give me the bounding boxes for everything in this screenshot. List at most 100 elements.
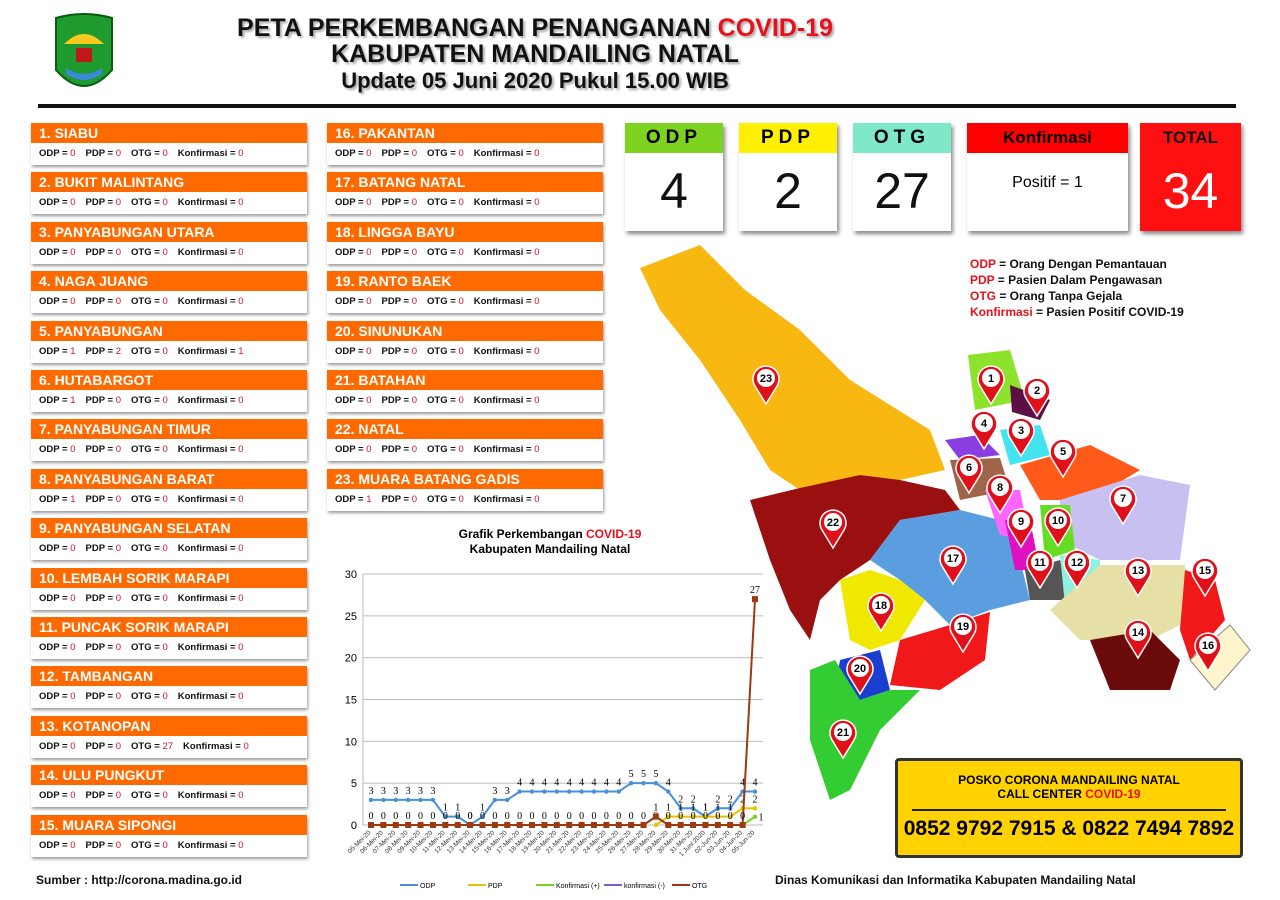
stat-total-value: 34 bbox=[1162, 163, 1219, 219]
y-tick-label: 10 bbox=[345, 736, 357, 748]
data-point bbox=[714, 822, 721, 828]
district-name: 8. PANYABUNGAN BARAT bbox=[31, 468, 307, 489]
data-label: 1 bbox=[455, 803, 460, 814]
data-point bbox=[467, 822, 474, 828]
odp-value: 0 bbox=[366, 395, 372, 406]
konfirmasi-label: Konfirmasi = bbox=[177, 493, 239, 505]
stat-total-label: TOTAL bbox=[1162, 128, 1219, 147]
stat-odp-value: 4 bbox=[660, 163, 688, 219]
map-pin-22[interactable]: 22 bbox=[819, 509, 847, 550]
data-point bbox=[405, 797, 411, 803]
map-pin-4[interactable]: 4 bbox=[970, 410, 998, 451]
legend-text: = Pasien Dalam Pengawasan bbox=[994, 273, 1163, 287]
data-label: 1 bbox=[728, 803, 733, 814]
pin-label: 1 bbox=[988, 373, 994, 385]
district-name: 18. LINGGA BAYU bbox=[327, 221, 603, 242]
konfirmasi-value: 0 bbox=[238, 839, 244, 851]
district-card: 1. SIABU ODP = 0 PDP = 0 OTG = 0 Konfirmasi… bbox=[31, 123, 307, 165]
district-card: 6. HUTABARGOT ODP = 1 PDP = 0 OTG = 0 Konfi… bbox=[31, 370, 307, 412]
map-pin-9[interactable]: 9 bbox=[1007, 508, 1035, 549]
pdp-label: PDP = bbox=[85, 839, 116, 851]
stat-pdp: PDP 2 bbox=[739, 123, 837, 231]
otg-label: OTG = bbox=[427, 148, 459, 159]
pdp-label: PDP = bbox=[85, 246, 116, 258]
district-name: 15. MUARA SIPONGI bbox=[31, 814, 307, 835]
data-point bbox=[690, 822, 697, 828]
pdp-value: 0 bbox=[115, 493, 122, 505]
map-pin-6[interactable]: 6 bbox=[955, 454, 983, 495]
call-center-phones: 0852 9792 7915 & 0822 7494 7892 bbox=[903, 817, 1235, 840]
data-label: 3 bbox=[381, 786, 386, 797]
odp-label: ODP = bbox=[39, 296, 71, 308]
otg-value: 0 bbox=[162, 345, 168, 357]
district-card: 5. PANYABUNGAN ODP = 1 PDP = 2 OTG = 0 Konf… bbox=[31, 320, 307, 363]
map-pin-19[interactable]: 19 bbox=[949, 613, 977, 654]
otg-value: 0 bbox=[458, 197, 464, 209]
data-label: 5 bbox=[653, 769, 658, 780]
map-pin-5[interactable]: 5 bbox=[1049, 438, 1077, 479]
otg-label: OTG = bbox=[131, 592, 163, 604]
map-pin-7[interactable]: 7 bbox=[1109, 485, 1137, 526]
data-point bbox=[380, 822, 387, 828]
pin-label: 9 bbox=[1018, 516, 1024, 528]
map-pin-17[interactable]: 17 bbox=[939, 545, 967, 586]
map-pin-13[interactable]: 13 bbox=[1124, 557, 1152, 598]
otg-value: 0 bbox=[162, 642, 168, 653]
map-pin-20[interactable]: 20 bbox=[846, 655, 874, 696]
map-pin-16[interactable]: 16 bbox=[1194, 632, 1222, 673]
data-point bbox=[491, 822, 498, 828]
map-pin-14[interactable]: 14 bbox=[1124, 619, 1152, 660]
data-label: 2 bbox=[678, 794, 683, 805]
district-card: 21. BATAHAN ODP = 0 PDP = 0 OTG = 0 Konfirm… bbox=[327, 370, 603, 412]
pdp-label: PDP = bbox=[85, 197, 116, 209]
data-point bbox=[529, 789, 535, 794]
pdp-value: 0 bbox=[115, 642, 122, 653]
otg-value: 0 bbox=[458, 296, 464, 308]
district-stats: ODP = 0 PDP = 0 OTG = 0 Konfirmasi = 0 bbox=[31, 291, 307, 313]
district-name: 4. NAGA JUANG bbox=[31, 271, 307, 292]
odp-value: 1 bbox=[70, 493, 76, 505]
konfirmasi-value: 0 bbox=[534, 345, 540, 357]
data-point bbox=[653, 822, 659, 828]
map-pin-11[interactable]: 11 bbox=[1026, 549, 1054, 590]
data-point bbox=[615, 822, 622, 828]
map-pin-10[interactable]: 10 bbox=[1044, 507, 1072, 548]
pin-label: 10 bbox=[1052, 515, 1064, 527]
map-pin-12[interactable]: 12 bbox=[1063, 549, 1091, 590]
map-pin-2[interactable]: 2 bbox=[1023, 377, 1051, 418]
data-point bbox=[702, 822, 709, 828]
map-pin-15[interactable]: 15 bbox=[1191, 557, 1219, 598]
data-point bbox=[417, 822, 424, 828]
map-pin-8[interactable]: 8 bbox=[986, 474, 1014, 515]
pdp-value: 0 bbox=[411, 296, 418, 308]
district-stats: ODP = 1 PDP = 0 OTG = 0 Konfirmasi = 0 bbox=[31, 390, 307, 412]
map-pin-23[interactable]: 23 bbox=[752, 365, 780, 406]
konfirmasi-value: 0 bbox=[534, 296, 540, 308]
map-pin-18[interactable]: 18 bbox=[867, 592, 895, 633]
data-label: 27 bbox=[750, 585, 760, 596]
district-stats: ODP = 1 PDP = 2 OTG = 0 Konfirmasi = 1 bbox=[31, 341, 307, 363]
data-point bbox=[504, 822, 511, 828]
map-pin-21[interactable]: 21 bbox=[829, 719, 857, 760]
legend-otg: OTG = Orang Tanpa Gejala bbox=[970, 288, 1184, 304]
pin-label: 19 bbox=[957, 621, 969, 633]
district-card: 22. NATAL ODP = 0 PDP = 0 OTG = 0 Konfirmas… bbox=[327, 419, 603, 462]
odp-label: ODP = bbox=[39, 395, 71, 406]
pin-label: 21 bbox=[837, 727, 849, 739]
district-name: 9. PANYABUNGAN SELATAN bbox=[31, 518, 307, 539]
konfirmasi-label: Konfirmasi = bbox=[177, 543, 239, 555]
pdp-value: 0 bbox=[411, 148, 418, 159]
otg-label: OTG = bbox=[427, 345, 459, 357]
map-pin-3[interactable]: 3 bbox=[1007, 417, 1035, 458]
district-stats: ODP = 0 PDP = 0 OTG = 0 Konfirmasi = 0 bbox=[327, 390, 603, 412]
chart-title: Grafik Perkembangan COVID-19 Kabupaten M… bbox=[330, 527, 770, 557]
odp-value: 0 bbox=[366, 444, 372, 456]
data-point bbox=[430, 797, 436, 803]
map-pin-1[interactable]: 1 bbox=[977, 365, 1005, 406]
odp-value: 0 bbox=[70, 642, 76, 653]
pin-label: 16 bbox=[1202, 640, 1214, 652]
odp-value: 0 bbox=[70, 197, 76, 209]
data-point bbox=[542, 789, 547, 794]
otg-value: 0 bbox=[458, 246, 464, 258]
konfirmasi-value: 0 bbox=[238, 691, 244, 703]
